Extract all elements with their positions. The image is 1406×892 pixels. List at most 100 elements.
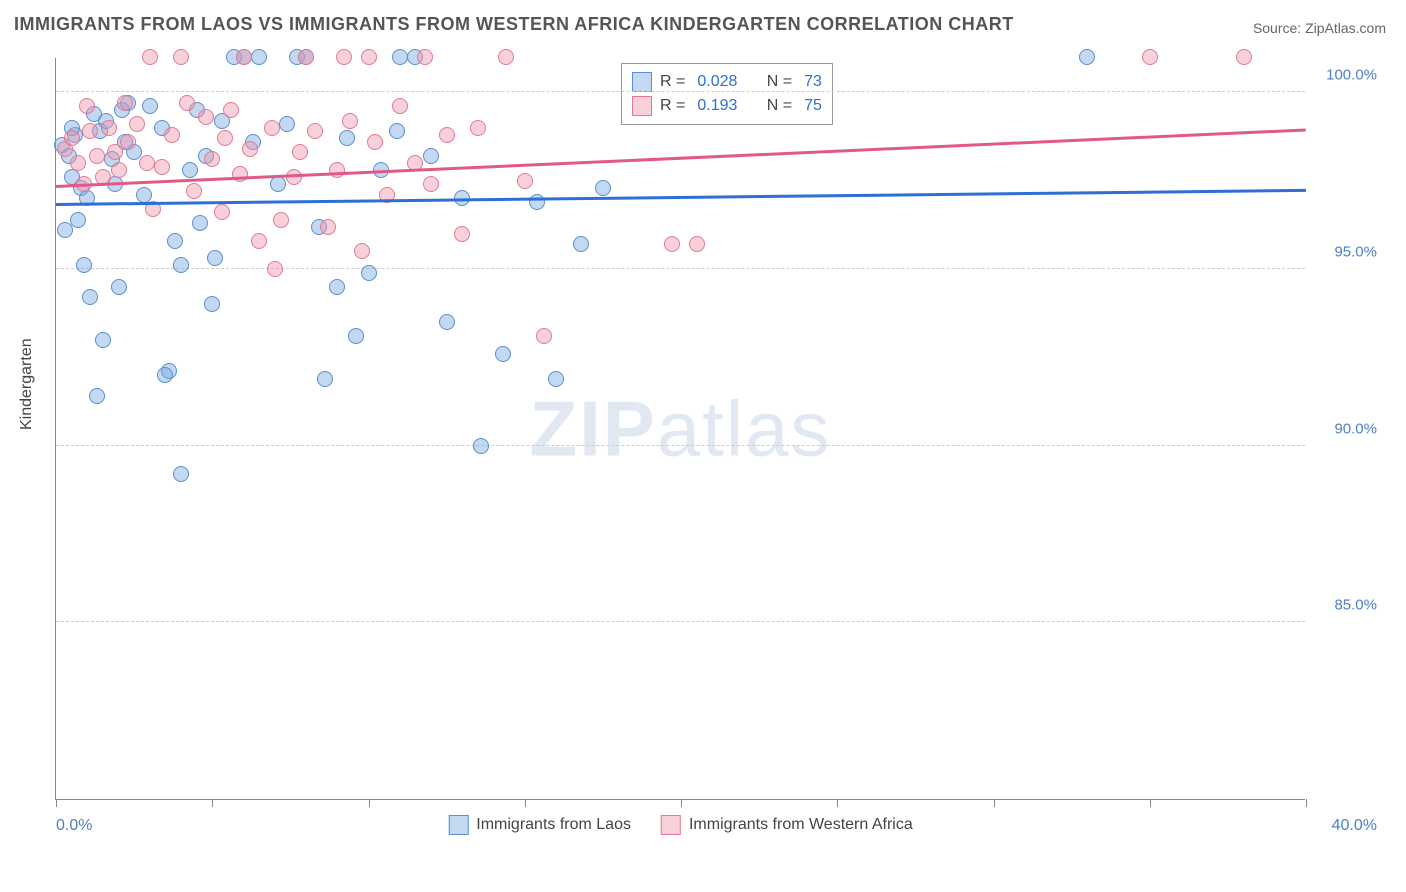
scatter-point bbox=[242, 141, 258, 157]
scatter-point bbox=[64, 130, 80, 146]
scatter-point bbox=[89, 148, 105, 164]
x-tick bbox=[369, 799, 370, 807]
plot-area: ZIPatlas 0.0% 40.0% R = 0.028 N = 73R = … bbox=[55, 58, 1305, 800]
scatter-point bbox=[529, 194, 545, 210]
scatter-point bbox=[361, 49, 377, 65]
x-tick bbox=[681, 799, 682, 807]
scatter-point bbox=[70, 155, 86, 171]
scatter-point bbox=[111, 162, 127, 178]
y-tick-label: 85.0% bbox=[1317, 597, 1377, 614]
scatter-point bbox=[664, 236, 680, 252]
scatter-point bbox=[1079, 49, 1095, 65]
scatter-point bbox=[186, 183, 202, 199]
scatter-point bbox=[270, 176, 286, 192]
series-legend: Immigrants from Laos Immigrants from West… bbox=[448, 815, 912, 835]
scatter-point bbox=[207, 250, 223, 266]
legend-label: Immigrants from Western Africa bbox=[689, 816, 913, 834]
scatter-point bbox=[76, 257, 92, 273]
scatter-point bbox=[392, 98, 408, 114]
scatter-point bbox=[286, 169, 302, 185]
scatter-point bbox=[273, 212, 289, 228]
scatter-point bbox=[517, 173, 533, 189]
source-label: Source: ZipAtlas.com bbox=[1253, 20, 1386, 36]
scatter-point bbox=[173, 257, 189, 273]
scatter-point bbox=[136, 187, 152, 203]
scatter-point bbox=[79, 98, 95, 114]
scatter-point bbox=[279, 116, 295, 132]
scatter-point bbox=[89, 388, 105, 404]
scatter-point bbox=[1236, 49, 1252, 65]
scatter-point bbox=[417, 49, 433, 65]
scatter-point bbox=[157, 367, 173, 383]
scatter-point bbox=[595, 180, 611, 196]
y-tick-label: 100.0% bbox=[1317, 67, 1377, 84]
scatter-point bbox=[339, 130, 355, 146]
scatter-point bbox=[179, 95, 195, 111]
scatter-point bbox=[182, 162, 198, 178]
scatter-point bbox=[1142, 49, 1158, 65]
scatter-point bbox=[267, 261, 283, 277]
scatter-point bbox=[139, 155, 155, 171]
trend-line bbox=[56, 189, 1306, 206]
legend-row: R = 0.193 N = 75 bbox=[632, 94, 822, 118]
x-tick bbox=[212, 799, 213, 807]
chart-title: IMMIGRANTS FROM LAOS VS IMMIGRANTS FROM … bbox=[14, 14, 1014, 35]
correlation-legend: R = 0.028 N = 73R = 0.193 N = 75 bbox=[621, 63, 833, 125]
scatter-point bbox=[198, 109, 214, 125]
scatter-point bbox=[292, 144, 308, 160]
scatter-point bbox=[439, 127, 455, 143]
scatter-point bbox=[495, 346, 511, 362]
scatter-point bbox=[454, 226, 470, 242]
x-tick bbox=[56, 799, 57, 807]
scatter-point bbox=[423, 176, 439, 192]
scatter-point bbox=[82, 289, 98, 305]
scatter-point bbox=[342, 113, 358, 129]
gridline bbox=[56, 91, 1305, 92]
gridline bbox=[56, 445, 1305, 446]
scatter-point bbox=[204, 296, 220, 312]
legend-swatch bbox=[632, 96, 652, 116]
y-tick-label: 90.0% bbox=[1317, 420, 1377, 437]
scatter-point bbox=[217, 130, 233, 146]
legend-item: Immigrants from Western Africa bbox=[661, 815, 913, 835]
scatter-point bbox=[223, 102, 239, 118]
scatter-point bbox=[548, 371, 564, 387]
legend-swatch bbox=[661, 815, 681, 835]
scatter-point bbox=[82, 123, 98, 139]
x-tick bbox=[994, 799, 995, 807]
gridline bbox=[56, 268, 1305, 269]
scatter-point bbox=[214, 204, 230, 220]
scatter-point bbox=[536, 328, 552, 344]
scatter-point bbox=[117, 95, 133, 111]
scatter-point bbox=[329, 279, 345, 295]
scatter-point bbox=[439, 314, 455, 330]
legend-swatch bbox=[632, 72, 652, 92]
y-tick-label: 95.0% bbox=[1317, 244, 1377, 261]
scatter-point bbox=[264, 120, 280, 136]
scatter-point bbox=[470, 120, 486, 136]
scatter-point bbox=[392, 49, 408, 65]
x-tick bbox=[1150, 799, 1151, 807]
scatter-point bbox=[348, 328, 364, 344]
scatter-point bbox=[423, 148, 439, 164]
scatter-point bbox=[317, 371, 333, 387]
scatter-point bbox=[361, 265, 377, 281]
scatter-point bbox=[120, 134, 136, 150]
scatter-point bbox=[251, 233, 267, 249]
scatter-point bbox=[101, 120, 117, 136]
scatter-point bbox=[173, 49, 189, 65]
scatter-point bbox=[689, 236, 705, 252]
watermark: ZIPatlas bbox=[529, 383, 831, 474]
scatter-point bbox=[95, 332, 111, 348]
scatter-point bbox=[164, 127, 180, 143]
scatter-point bbox=[70, 212, 86, 228]
scatter-point bbox=[573, 236, 589, 252]
legend-item: Immigrants from Laos bbox=[448, 815, 631, 835]
scatter-point bbox=[154, 159, 170, 175]
scatter-point bbox=[251, 49, 267, 65]
scatter-point bbox=[354, 243, 370, 259]
scatter-point bbox=[111, 279, 127, 295]
scatter-point bbox=[367, 134, 383, 150]
scatter-point bbox=[173, 466, 189, 482]
trend-line bbox=[56, 129, 1306, 188]
